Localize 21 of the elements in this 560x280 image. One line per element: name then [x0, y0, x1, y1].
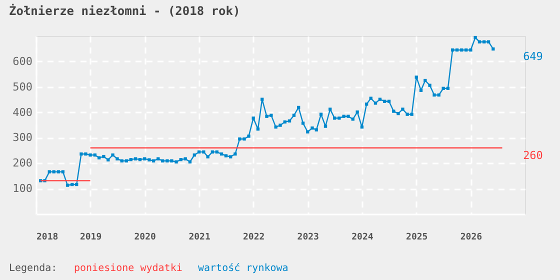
- y-tick-label: 300: [12, 131, 32, 144]
- x-tick-label: 2025: [406, 232, 428, 242]
- y-tick-label: 200: [12, 156, 32, 170]
- x-tick-label: 2023: [297, 232, 319, 242]
- x-tick-label: 2021: [188, 232, 210, 242]
- y-tick-label: 500: [12, 80, 32, 94]
- annotation: 649: [523, 50, 543, 63]
- y-tick-label: 100: [12, 182, 32, 196]
- annotation: 260: [523, 148, 543, 162]
- text: wartość rynkowa: [198, 262, 288, 274]
- x-tick-label: 2020: [134, 232, 156, 242]
- y-tick-label: 400: [12, 106, 32, 119]
- x-tick-label: 2022: [243, 232, 265, 242]
- x-tick-label: 2024: [352, 232, 374, 242]
- legend-title: Legenda:: [9, 263, 58, 274]
- x-tick-label: 2018: [36, 232, 58, 242]
- text: poniesione wydatki: [74, 263, 182, 274]
- y-tick-label: 600: [12, 54, 32, 68]
- x-tick-label: 2019: [80, 232, 102, 242]
- chart-title: Żołnierze niezłomni - (2018 rok): [9, 2, 240, 18]
- x-tick-label: 2026: [460, 232, 482, 242]
